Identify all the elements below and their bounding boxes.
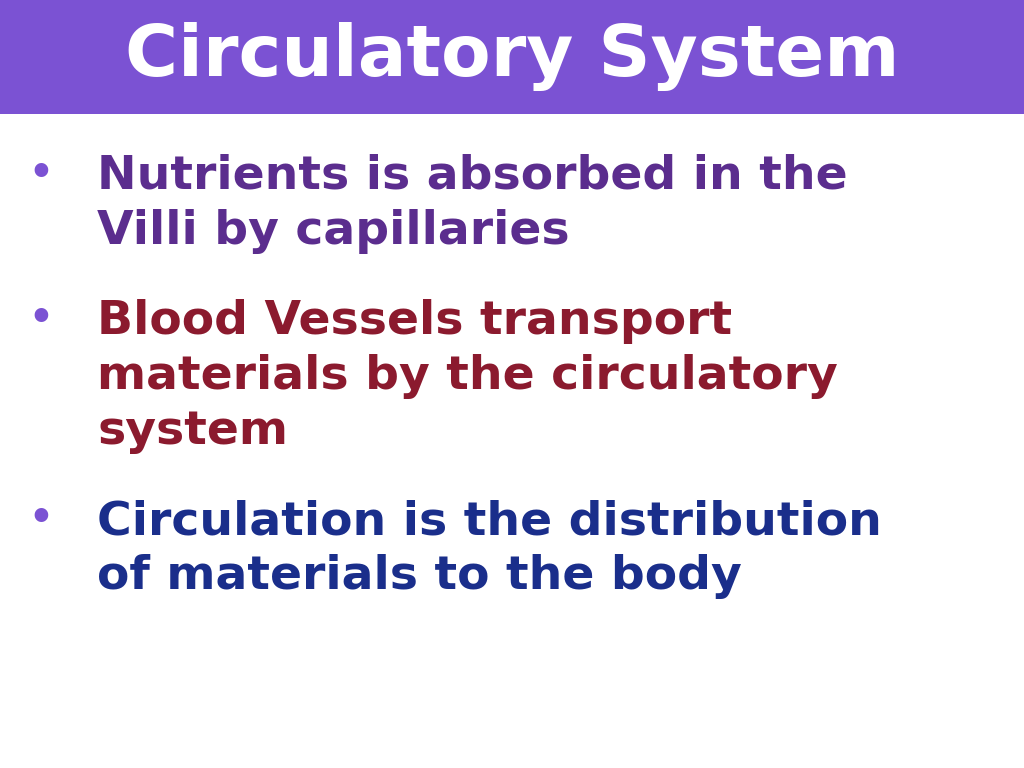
Text: •: • bbox=[29, 499, 53, 537]
Text: Nutrients is absorbed in the: Nutrients is absorbed in the bbox=[97, 154, 848, 199]
Text: Villi by capillaries: Villi by capillaries bbox=[97, 209, 570, 254]
Text: •: • bbox=[29, 154, 53, 191]
Text: system: system bbox=[97, 409, 289, 455]
Text: Circulation is the distribution: Circulation is the distribution bbox=[97, 499, 882, 545]
Text: materials by the circulatory: materials by the circulatory bbox=[97, 354, 838, 399]
Text: Blood Vessels transport: Blood Vessels transport bbox=[97, 299, 732, 344]
Text: of materials to the body: of materials to the body bbox=[97, 554, 742, 600]
FancyBboxPatch shape bbox=[0, 0, 1024, 114]
Text: Circulatory System: Circulatory System bbox=[125, 22, 899, 91]
Text: •: • bbox=[29, 299, 53, 336]
